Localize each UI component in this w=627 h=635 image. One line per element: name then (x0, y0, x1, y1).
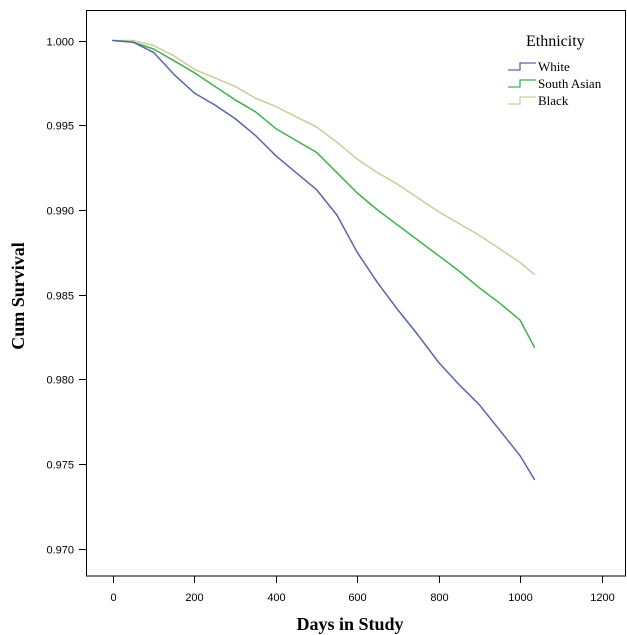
legend-label: South Asian (538, 76, 602, 91)
y-tick-label: 0.975 (46, 460, 74, 472)
y-tick-label: 0.980 (46, 375, 74, 387)
plot-frame (86, 10, 626, 577)
series-line-black (112, 39, 536, 276)
x-tick-label: 200 (185, 592, 203, 604)
x-tick-label: 1000 (508, 592, 532, 604)
legend: Ethnicity White South Asian Black (508, 33, 602, 108)
legend-swatch (508, 62, 536, 71)
legend-title: Ethnicity (526, 33, 585, 50)
y-axis-title: Cum Survival (8, 242, 28, 350)
y-tick-label: 0.995 (46, 121, 74, 133)
legend-item: Black (508, 93, 569, 108)
legend-swatch (508, 79, 536, 88)
series-line-south-asian (112, 39, 536, 348)
x-tick-label: 800 (430, 592, 448, 604)
x-tick-label: 600 (348, 592, 366, 604)
y-axis-ticks: 0.970 0.975 0.980 0.985 0.990 0.995 1.000 (46, 37, 86, 557)
x-axis-title: Days in Study (296, 614, 403, 634)
x-tick-label: 1200 (590, 592, 614, 604)
legend-swatch (508, 96, 536, 105)
y-tick-label: 1.000 (46, 37, 74, 49)
legend-item: South Asian (508, 76, 602, 91)
series-line-white (112, 39, 536, 481)
y-tick-label: 0.970 (46, 545, 74, 557)
x-axis-ticks: 0 200 400 600 800 1000 1200 (110, 576, 615, 604)
legend-label: White (538, 59, 570, 74)
legend-item: White (508, 59, 570, 74)
y-tick-label: 0.985 (46, 291, 74, 303)
series-lines (112, 39, 536, 481)
y-tick-label: 0.990 (46, 206, 74, 218)
x-tick-label: 400 (267, 592, 285, 604)
legend-label: Black (538, 93, 569, 108)
x-tick-label: 0 (110, 592, 116, 604)
